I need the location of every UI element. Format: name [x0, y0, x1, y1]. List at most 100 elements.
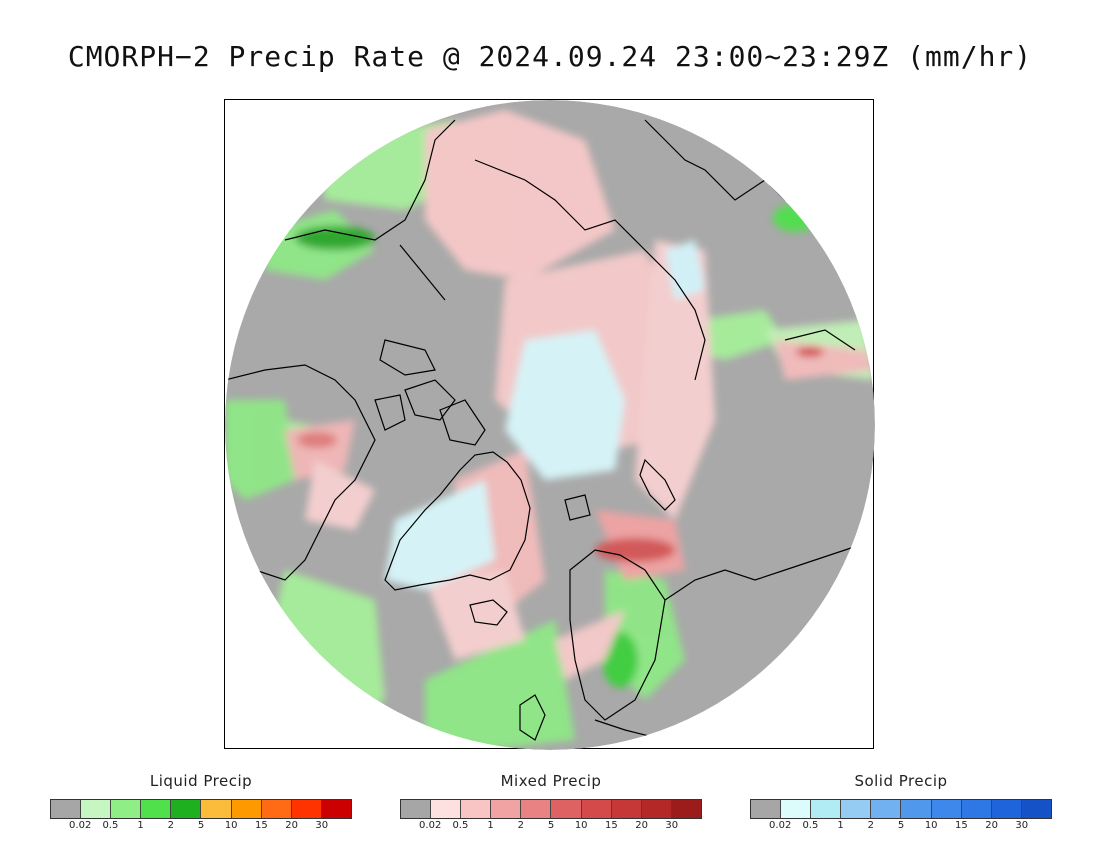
mixed-precip-area — [297, 432, 337, 448]
legend-swatch — [641, 800, 672, 818]
legend-tick-label: 20 — [985, 820, 998, 831]
legend-swatch — [261, 800, 292, 818]
legend-title: Liquid Precip — [149, 772, 253, 790]
asia-coastline — [784, 329, 856, 351]
tick-labels: 0.02 0.5 1 2 5 10 15 20 30 — [50, 820, 352, 834]
legend-liquid-precip: Liquid Precip 0.02 0.5 1 2 5 10 15 20 30 — [50, 772, 352, 834]
legend-swatch — [431, 800, 462, 818]
polar-map-frame — [224, 99, 875, 750]
legend-tick-label: 15 — [605, 820, 618, 831]
legend-tick-label: 30 — [1015, 820, 1029, 831]
legend-tick-label: 0.5 — [802, 820, 819, 831]
legend-swatch — [901, 800, 932, 818]
legend-swatch — [671, 800, 701, 818]
legend-swatch — [111, 800, 142, 818]
solid-precip-area — [505, 330, 625, 480]
legend-swatch — [231, 800, 262, 818]
legend-title: Mixed Precip — [500, 772, 602, 790]
legend-title: Solid Precip — [854, 772, 948, 790]
legend-tick-label: 5 — [197, 820, 205, 831]
legend-swatch — [781, 800, 812, 818]
legend-tick-label: 5 — [547, 820, 555, 831]
liquid-precip-area — [425, 620, 575, 750]
legend-swatch — [201, 800, 232, 818]
legend-tick-label: 0.02 — [769, 820, 792, 831]
arctic-island-coastline — [439, 399, 486, 446]
coastlines — [225, 119, 875, 750]
siberia-coastline — [474, 159, 706, 381]
legend-swatch — [871, 800, 902, 818]
arctic-island-coastline — [379, 339, 436, 376]
iceland-coastline — [469, 599, 508, 626]
legend-tick-label: 0.5 — [102, 820, 119, 831]
legend-swatch — [1021, 800, 1051, 818]
legend-tick-label: 15 — [255, 820, 268, 831]
europe-russia-coastline — [664, 539, 875, 601]
legend-swatch — [291, 800, 322, 818]
solid-precip-area — [665, 240, 705, 300]
heavy-mixed-precip — [595, 538, 675, 562]
legend-tick-label: 0.02 — [419, 820, 442, 831]
legend-swatch — [491, 800, 522, 818]
legend-swatch — [81, 800, 112, 818]
legend-tick-label: 2 — [517, 820, 524, 831]
legend-swatch — [141, 800, 172, 818]
legend-tick-label: 5 — [897, 820, 905, 831]
legend-tick-label: 2 — [867, 820, 874, 831]
liquid-precip-area — [602, 632, 638, 688]
arctic-island-coastline — [404, 379, 456, 421]
color-bar — [750, 799, 1052, 819]
legend-tick-label: 2 — [167, 820, 174, 831]
legend-tick-label: 30 — [665, 820, 679, 831]
legend-swatch — [611, 800, 642, 818]
legend-swatch — [51, 800, 82, 818]
legend-swatch — [811, 800, 842, 818]
color-bar — [400, 799, 702, 819]
solid-precip-area — [385, 480, 495, 590]
scandinavia-coastline — [569, 549, 666, 721]
legend-swatch — [171, 800, 202, 818]
legend-tick-label: 1 — [837, 820, 844, 831]
liquid-precip-area — [225, 400, 295, 500]
alaska-coastline — [284, 119, 456, 241]
legend-swatch — [931, 800, 962, 818]
legend-tick-label: 1 — [487, 820, 494, 831]
legend-swatch — [461, 800, 492, 818]
mixed-precip-area — [425, 110, 615, 280]
legend-tick-label: 20 — [285, 820, 298, 831]
mixed-precip-area — [555, 610, 625, 680]
tick-labels: 0.02 0.5 1 2 5 10 15 20 30 — [400, 820, 702, 834]
legend-tick-label: 10 — [224, 820, 238, 831]
greenland-coastline — [384, 451, 531, 591]
liquid-precip-area — [773, 204, 817, 232]
legend-swatch — [841, 800, 872, 818]
legend-tick-label: 10 — [924, 820, 938, 831]
legend-swatch — [321, 800, 351, 818]
legend-swatch — [551, 800, 582, 818]
legend-swatch — [961, 800, 992, 818]
legend-tick-label: 20 — [635, 820, 648, 831]
legend-tick-label: 30 — [315, 820, 329, 831]
legend-tick-label: 1 — [137, 820, 144, 831]
legend-tick-label: 0.5 — [452, 820, 469, 831]
legend-mixed-precip: Mixed Precip 0.02 0.5 1 2 5 10 15 20 30 — [400, 772, 702, 834]
mixed-precip-area — [425, 570, 525, 660]
tick-labels: 0.02 0.5 1 2 5 10 15 20 30 — [750, 820, 1052, 834]
legend-swatch — [581, 800, 612, 818]
legend-swatch — [521, 800, 552, 818]
legend-tick-label: 10 — [574, 820, 588, 831]
color-bar — [50, 799, 352, 819]
novaya-zemlya-coastline — [639, 458, 676, 511]
legend-tick-label: 0.02 — [69, 820, 92, 831]
polar-stereographic-map — [225, 100, 875, 750]
north-america-coastline — [225, 364, 376, 581]
svalbard-coastline — [564, 494, 591, 521]
legend-swatch — [751, 800, 782, 818]
map-title: CMORPH−2 Precip Rate @ 2024.09.24 23:00~… — [67, 40, 1033, 73]
legend-swatch — [401, 800, 432, 818]
border-line — [399, 244, 446, 301]
legend-swatch — [991, 800, 1022, 818]
british-isles-coastline — [519, 694, 546, 741]
legend-solid-precip: Solid Precip 0.02 0.5 1 2 5 10 15 20 30 — [750, 772, 1052, 834]
legend-tick-label: 15 — [955, 820, 968, 831]
